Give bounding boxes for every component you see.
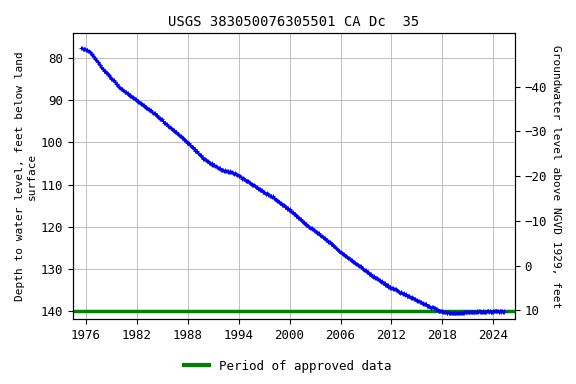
Y-axis label: Groundwater level above NGVD 1929, feet: Groundwater level above NGVD 1929, feet (551, 45, 561, 308)
Y-axis label: Depth to water level, feet below land
surface: Depth to water level, feet below land su… (15, 51, 37, 301)
Legend: Period of approved data: Period of approved data (179, 355, 397, 378)
Title: USGS 383050076305501 CA Dc  35: USGS 383050076305501 CA Dc 35 (168, 15, 419, 29)
